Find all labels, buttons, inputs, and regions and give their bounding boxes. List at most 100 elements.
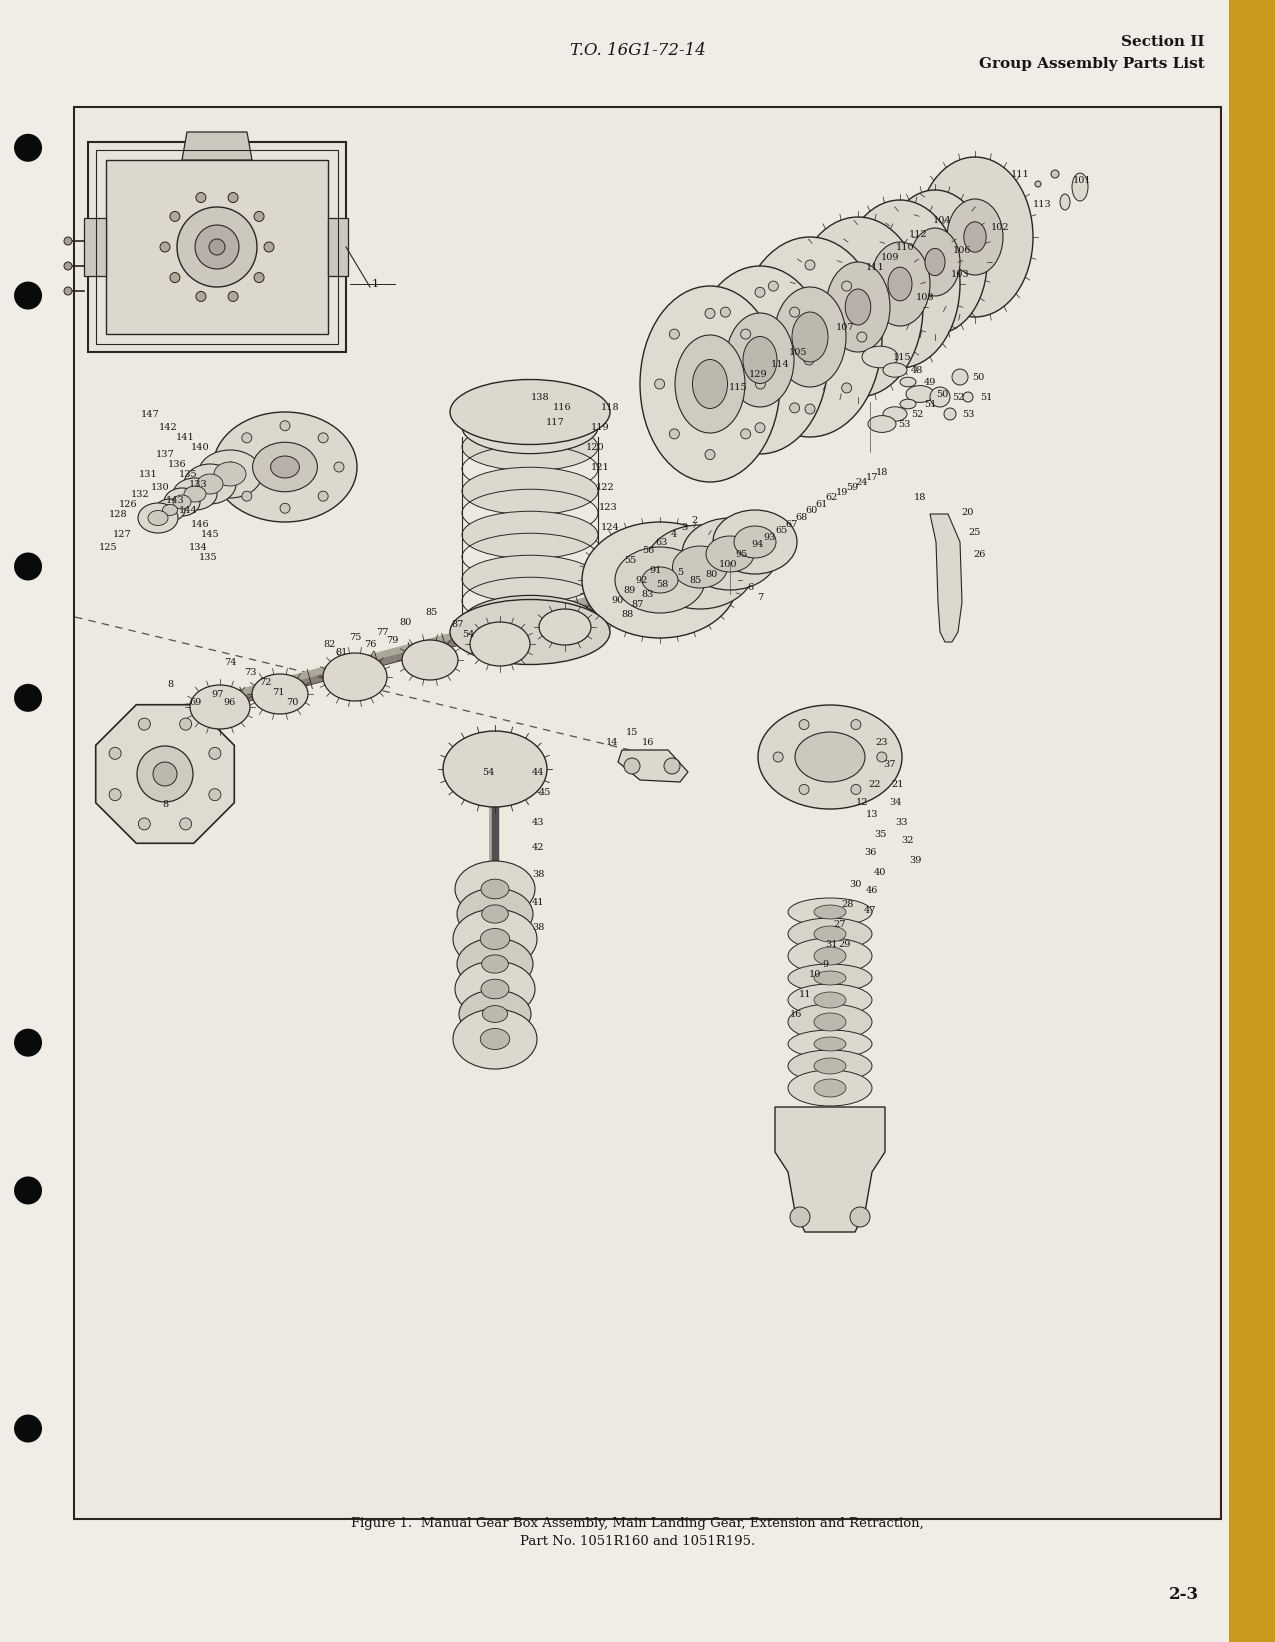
Text: 20: 20 (961, 507, 974, 517)
Text: 137: 137 (156, 450, 175, 458)
Text: 38: 38 (532, 923, 544, 931)
Text: 71: 71 (272, 688, 284, 696)
Circle shape (720, 402, 731, 412)
Polygon shape (106, 159, 328, 333)
Circle shape (180, 818, 191, 829)
Circle shape (790, 1207, 810, 1227)
Text: 22: 22 (868, 780, 881, 788)
Text: 72: 72 (259, 678, 272, 686)
Ellipse shape (813, 970, 847, 985)
Ellipse shape (462, 599, 598, 647)
Text: 134: 134 (189, 542, 208, 552)
Circle shape (64, 263, 71, 269)
Text: 142: 142 (158, 422, 177, 432)
Circle shape (805, 355, 813, 365)
Ellipse shape (900, 378, 915, 388)
Text: 128: 128 (108, 509, 128, 519)
Text: 43: 43 (532, 818, 544, 826)
Ellipse shape (672, 547, 728, 588)
Ellipse shape (453, 1008, 537, 1069)
Circle shape (14, 1176, 42, 1205)
Text: 143: 143 (166, 496, 185, 504)
Text: 116: 116 (552, 402, 571, 412)
Text: 125: 125 (98, 542, 117, 552)
Text: 110: 110 (895, 243, 914, 251)
Circle shape (850, 719, 861, 729)
Ellipse shape (450, 379, 609, 445)
Ellipse shape (214, 461, 246, 486)
Ellipse shape (788, 918, 872, 951)
Text: 26: 26 (974, 550, 986, 558)
Text: 124: 124 (601, 522, 620, 532)
Text: 29: 29 (839, 939, 852, 949)
Text: 120: 120 (585, 442, 604, 452)
Ellipse shape (788, 898, 872, 926)
Circle shape (209, 240, 224, 255)
Text: 54: 54 (462, 629, 474, 639)
Circle shape (755, 287, 765, 297)
Text: 89: 89 (623, 586, 636, 594)
Text: 21: 21 (891, 780, 904, 788)
Text: 53: 53 (898, 419, 910, 429)
Ellipse shape (964, 222, 986, 253)
Circle shape (755, 379, 765, 389)
Text: 76: 76 (363, 639, 376, 649)
Circle shape (850, 1207, 870, 1227)
Circle shape (952, 369, 968, 384)
Ellipse shape (725, 314, 794, 407)
Circle shape (14, 683, 42, 713)
Text: Section II: Section II (1122, 34, 1205, 49)
Ellipse shape (252, 673, 309, 714)
Ellipse shape (792, 312, 827, 361)
Bar (74, 107, 1221, 1519)
Circle shape (857, 332, 867, 342)
Circle shape (799, 719, 810, 729)
Circle shape (741, 328, 751, 340)
Ellipse shape (539, 609, 592, 645)
Circle shape (153, 762, 177, 787)
Text: 8: 8 (167, 680, 173, 688)
Ellipse shape (270, 456, 300, 478)
Ellipse shape (813, 1013, 847, 1031)
Circle shape (705, 309, 715, 319)
Polygon shape (618, 750, 688, 782)
Circle shape (944, 407, 956, 420)
Text: 80: 80 (399, 617, 411, 627)
Ellipse shape (788, 984, 872, 1016)
Text: 49: 49 (924, 378, 936, 386)
Bar (96, 149, 338, 345)
Text: 135: 135 (199, 552, 217, 562)
Text: 119: 119 (590, 422, 609, 432)
Text: 105: 105 (789, 348, 807, 356)
Ellipse shape (462, 596, 598, 649)
Text: 45: 45 (539, 788, 551, 796)
Text: 53: 53 (961, 409, 974, 419)
Text: 96: 96 (224, 698, 236, 706)
Text: Part No. 1051R160 and 1051R195.: Part No. 1051R160 and 1051R195. (520, 1535, 755, 1548)
Text: 61: 61 (816, 499, 829, 509)
Circle shape (242, 491, 252, 501)
Text: 12: 12 (856, 798, 868, 806)
Text: 114: 114 (770, 360, 789, 368)
Text: 25: 25 (969, 527, 982, 537)
Ellipse shape (481, 979, 509, 998)
Text: 92: 92 (636, 575, 648, 585)
Ellipse shape (482, 1005, 507, 1023)
Circle shape (180, 718, 191, 731)
Circle shape (170, 273, 180, 282)
Circle shape (228, 192, 238, 202)
Ellipse shape (450, 599, 609, 665)
Circle shape (334, 461, 344, 471)
Text: 95: 95 (736, 550, 748, 558)
Text: 5: 5 (677, 568, 683, 576)
Circle shape (963, 392, 973, 402)
Circle shape (769, 383, 778, 392)
Ellipse shape (462, 555, 598, 603)
Ellipse shape (813, 926, 847, 943)
Ellipse shape (455, 860, 536, 916)
Text: 31: 31 (826, 939, 838, 949)
Text: 6: 6 (747, 583, 754, 591)
Ellipse shape (162, 504, 177, 516)
Text: 111: 111 (1011, 169, 1029, 179)
Ellipse shape (884, 407, 907, 422)
